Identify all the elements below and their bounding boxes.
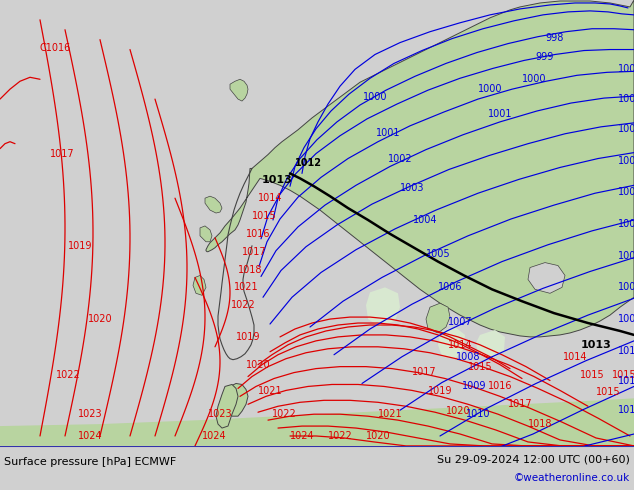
Text: 1014: 1014 [563, 352, 587, 362]
Text: 1012: 1012 [618, 405, 634, 415]
Text: 1019: 1019 [236, 332, 260, 342]
Text: 1007: 1007 [448, 317, 472, 327]
Text: 1015: 1015 [612, 369, 634, 380]
Text: 1000: 1000 [478, 84, 502, 94]
Text: 1001: 1001 [488, 109, 512, 119]
Text: 1005: 1005 [425, 248, 450, 259]
Text: 1013: 1013 [262, 175, 292, 185]
Text: 1021: 1021 [378, 409, 403, 419]
Text: 1018: 1018 [527, 419, 552, 429]
Text: 1006: 1006 [618, 219, 634, 229]
Text: 998: 998 [546, 33, 564, 43]
Text: 1017: 1017 [242, 246, 266, 257]
Text: 1004: 1004 [413, 215, 437, 225]
Text: 1009: 1009 [618, 314, 634, 324]
Text: 1017: 1017 [49, 148, 74, 159]
Text: 1015: 1015 [579, 369, 604, 380]
Polygon shape [224, 384, 248, 416]
Text: 1002: 1002 [618, 94, 634, 104]
Polygon shape [528, 263, 565, 294]
Text: 1020: 1020 [87, 314, 112, 324]
Polygon shape [200, 226, 212, 242]
Text: 1015: 1015 [252, 211, 276, 221]
Polygon shape [426, 303, 450, 333]
Text: 1017: 1017 [411, 367, 436, 377]
Text: 1020: 1020 [366, 431, 391, 441]
Text: 1014: 1014 [448, 340, 472, 350]
Text: 1018: 1018 [238, 265, 262, 274]
Polygon shape [205, 196, 222, 213]
Text: 1008: 1008 [618, 282, 634, 293]
Text: 1000: 1000 [363, 92, 387, 102]
Text: 999: 999 [536, 52, 554, 62]
Polygon shape [476, 330, 505, 359]
Text: 1010: 1010 [466, 409, 490, 419]
Polygon shape [366, 287, 400, 327]
Text: 1010: 1010 [618, 346, 634, 356]
Text: 1023: 1023 [78, 409, 102, 419]
Text: 1015: 1015 [596, 388, 620, 397]
Text: Surface pressure [hPa] ECMWF: Surface pressure [hPa] ECMWF [4, 457, 176, 467]
Text: 1012: 1012 [295, 157, 321, 168]
Polygon shape [216, 385, 238, 428]
Text: 1002: 1002 [387, 153, 412, 164]
Text: 1004: 1004 [618, 155, 634, 166]
Text: 1001: 1001 [376, 128, 400, 138]
Text: 1022: 1022 [56, 369, 81, 380]
Text: 1024: 1024 [290, 431, 314, 441]
Text: 1015: 1015 [468, 362, 493, 371]
Text: 1006: 1006 [437, 282, 462, 293]
Text: 1009: 1009 [462, 381, 486, 392]
Text: 1005: 1005 [618, 187, 634, 197]
Text: 1016: 1016 [246, 229, 270, 239]
Text: 1011: 1011 [618, 375, 634, 386]
Text: 1019: 1019 [68, 241, 93, 251]
Text: 1017: 1017 [508, 399, 533, 409]
Text: 1021: 1021 [234, 282, 258, 293]
Text: 1023: 1023 [208, 409, 232, 419]
Text: 1001: 1001 [618, 64, 634, 74]
Text: 1024: 1024 [78, 431, 102, 441]
Text: 1016: 1016 [488, 381, 512, 392]
Text: 1024: 1024 [202, 431, 226, 441]
Text: 1020: 1020 [446, 406, 470, 416]
Text: 1022: 1022 [328, 431, 353, 441]
Text: 1022: 1022 [231, 300, 256, 310]
Text: 1008: 1008 [456, 352, 480, 362]
Text: 1022: 1022 [271, 409, 296, 419]
Text: 1000: 1000 [522, 74, 547, 84]
Polygon shape [438, 327, 465, 359]
Text: 1019: 1019 [428, 387, 452, 396]
Polygon shape [206, 0, 634, 337]
Text: 1003: 1003 [400, 183, 424, 193]
Polygon shape [0, 398, 634, 446]
Text: 1021: 1021 [257, 387, 282, 396]
Text: Su 29-09-2024 12:00 UTC (00+60): Su 29-09-2024 12:00 UTC (00+60) [437, 455, 630, 465]
Polygon shape [193, 275, 206, 295]
Text: ©weatheronline.co.uk: ©weatheronline.co.uk [514, 473, 630, 483]
Text: 1003: 1003 [618, 124, 634, 134]
Polygon shape [230, 79, 248, 101]
Text: 1020: 1020 [246, 360, 270, 369]
Text: 1007: 1007 [618, 251, 634, 261]
Text: 1014: 1014 [258, 193, 282, 203]
Text: 1013: 1013 [581, 340, 611, 350]
Text: C1016: C1016 [39, 43, 70, 52]
